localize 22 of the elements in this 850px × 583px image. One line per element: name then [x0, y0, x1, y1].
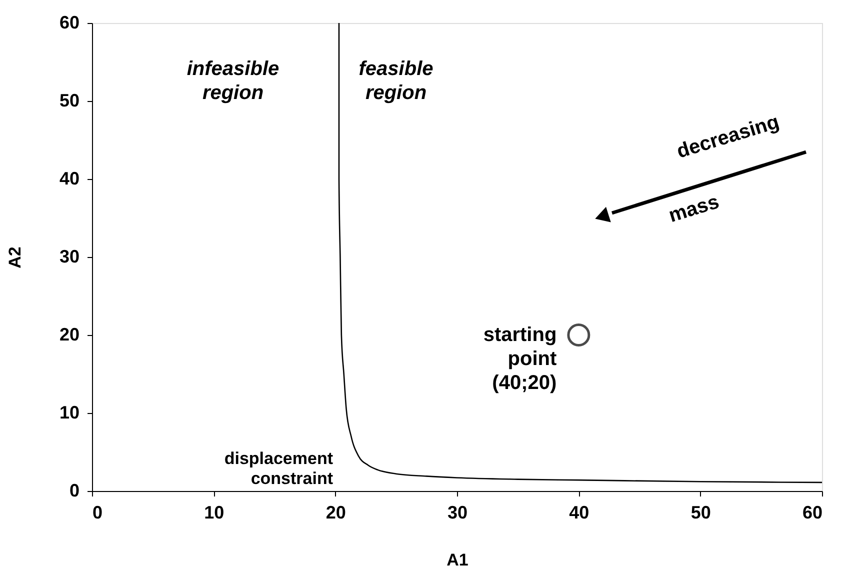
annotation: feasible region — [358, 58, 434, 104]
annotation: mass — [666, 191, 722, 227]
y-tick-label: 40 — [59, 168, 80, 188]
annotation: infeasible region — [186, 58, 280, 104]
x-tick-label: 30 — [447, 502, 468, 522]
x-tick-label: 40 — [569, 502, 590, 522]
annotation: displacement constraint — [224, 449, 334, 488]
y-axis-title: A2 — [5, 246, 24, 268]
y-tick-label: 10 — [59, 402, 80, 422]
x-tick-label: 0 — [92, 502, 103, 522]
y-tick-label: 0 — [69, 480, 80, 500]
x-tick-label: 20 — [326, 502, 346, 522]
x-axis-title: A1 — [446, 550, 468, 570]
x-tick-label: 50 — [690, 502, 711, 522]
annotation: starting point (40;20) — [483, 324, 557, 394]
y-tick-label: 50 — [59, 90, 80, 110]
y-tick-label: 60 — [59, 12, 80, 32]
x-tick-label: 60 — [802, 502, 822, 522]
y-tick-label: 30 — [59, 246, 80, 266]
x-tick-label: 10 — [204, 502, 224, 522]
line-series — [338, 22, 823, 484]
y-tick-label: 20 — [59, 324, 80, 344]
